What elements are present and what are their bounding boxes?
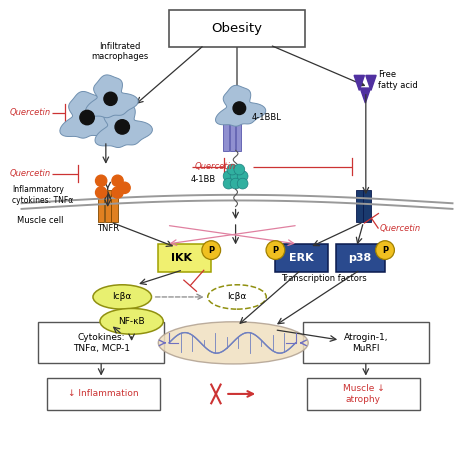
FancyBboxPatch shape [229, 122, 235, 151]
Circle shape [376, 241, 394, 259]
Text: Muscle cell: Muscle cell [17, 216, 64, 225]
Text: 4-1BB: 4-1BB [191, 175, 216, 184]
FancyBboxPatch shape [236, 122, 241, 151]
Circle shape [104, 92, 117, 105]
Circle shape [96, 175, 107, 186]
Ellipse shape [158, 322, 308, 364]
Text: P: P [382, 246, 388, 255]
Text: NF-κB: NF-κB [118, 317, 145, 326]
FancyBboxPatch shape [38, 322, 164, 364]
FancyBboxPatch shape [302, 322, 429, 364]
Polygon shape [366, 75, 376, 91]
Text: Free
fatty acid: Free fatty acid [378, 70, 418, 90]
FancyBboxPatch shape [356, 190, 363, 222]
FancyBboxPatch shape [169, 10, 305, 47]
Text: Atrogin-1,
MuRFI: Atrogin-1, MuRFI [344, 333, 388, 353]
Circle shape [223, 178, 234, 189]
Text: Quercetin: Quercetin [380, 224, 421, 233]
Text: Quercetin: Quercetin [195, 162, 236, 171]
Text: Icβα: Icβα [228, 292, 246, 301]
FancyBboxPatch shape [223, 122, 229, 151]
Circle shape [234, 164, 245, 175]
FancyBboxPatch shape [158, 245, 211, 272]
Text: Cytokines:
TNFα, MCP-1: Cytokines: TNFα, MCP-1 [73, 333, 130, 353]
Text: Muscle ↓
atrophy: Muscle ↓ atrophy [343, 384, 384, 404]
FancyBboxPatch shape [105, 190, 111, 222]
FancyBboxPatch shape [98, 190, 104, 222]
Ellipse shape [208, 285, 266, 309]
Circle shape [227, 164, 237, 175]
Polygon shape [354, 75, 365, 91]
Text: TLR: TLR [356, 224, 371, 233]
Text: TNFR: TNFR [97, 224, 119, 233]
Circle shape [230, 178, 241, 189]
Circle shape [233, 102, 246, 115]
Circle shape [230, 171, 241, 182]
Polygon shape [95, 101, 153, 147]
Circle shape [266, 241, 285, 259]
Text: Icβα: Icβα [112, 292, 132, 301]
Text: Quercetin: Quercetin [10, 109, 51, 118]
Circle shape [223, 171, 234, 182]
Text: Inflammatory
cytokines: TNFα: Inflammatory cytokines: TNFα [12, 185, 73, 205]
FancyBboxPatch shape [111, 190, 118, 222]
Text: Infiltrated
macrophages: Infiltrated macrophages [91, 42, 148, 61]
FancyBboxPatch shape [336, 245, 385, 272]
Circle shape [80, 110, 94, 125]
Polygon shape [360, 88, 371, 103]
Text: 4-1BBL: 4-1BBL [252, 113, 282, 122]
Circle shape [202, 241, 220, 259]
Polygon shape [216, 85, 266, 126]
Ellipse shape [93, 285, 152, 309]
Text: IKK: IKK [171, 253, 192, 263]
Text: ↓ Inflammation: ↓ Inflammation [68, 390, 139, 399]
FancyBboxPatch shape [47, 377, 160, 410]
Circle shape [237, 178, 248, 189]
Polygon shape [85, 75, 138, 118]
Circle shape [112, 175, 123, 186]
Circle shape [96, 187, 107, 198]
Text: ERK: ERK [289, 253, 313, 263]
Circle shape [237, 171, 248, 182]
Text: P: P [273, 246, 278, 255]
FancyBboxPatch shape [364, 190, 371, 222]
FancyBboxPatch shape [307, 377, 419, 410]
Circle shape [119, 182, 130, 193]
Text: P: P [208, 246, 214, 255]
Circle shape [115, 120, 129, 134]
Polygon shape [60, 91, 117, 138]
Text: Transcription factors: Transcription factors [281, 274, 366, 283]
Text: Quercetin: Quercetin [10, 169, 51, 178]
Circle shape [112, 187, 123, 198]
Text: Obesity: Obesity [211, 22, 263, 35]
FancyBboxPatch shape [275, 245, 328, 272]
Text: p38: p38 [348, 253, 372, 263]
Ellipse shape [100, 309, 163, 334]
